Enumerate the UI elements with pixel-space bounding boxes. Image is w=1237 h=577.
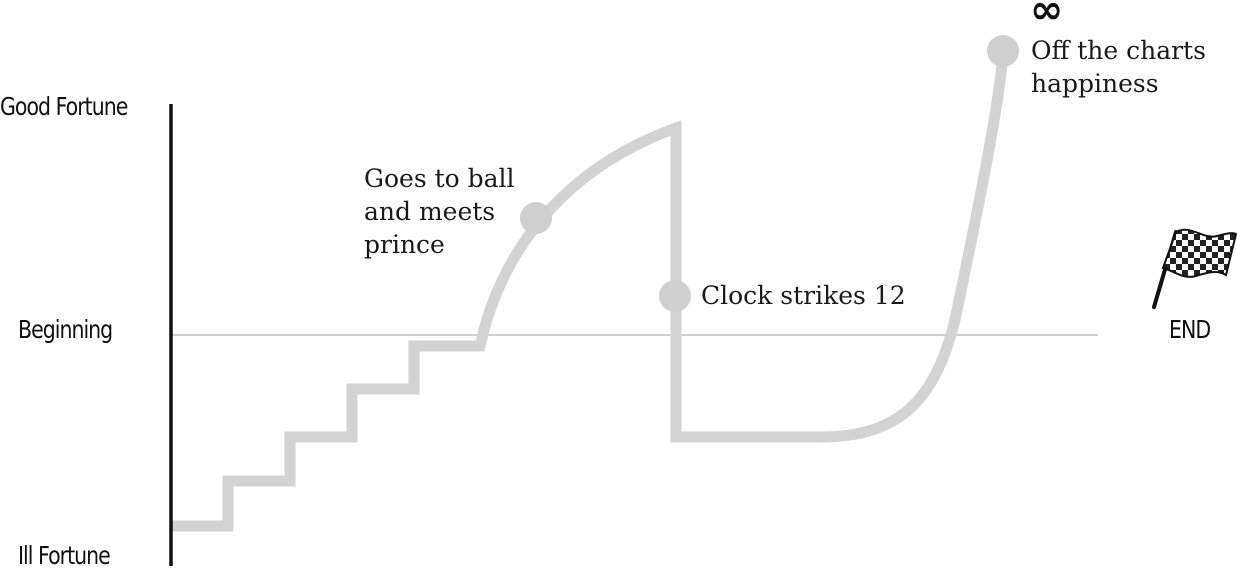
clock-marker (659, 280, 691, 312)
infinity-symbol: ∞ (1030, 0, 1064, 33)
checkered-flag-icon (1152, 228, 1237, 309)
clock-annotation: Clock strikes 12 (701, 281, 906, 310)
ill-fortune-label: Ill Fortune (18, 541, 111, 570)
story-line (172, 51, 1009, 532)
ball-marker (520, 202, 552, 234)
happiness-annotation: Off the charts happiness (1031, 36, 1206, 98)
ball-annotation: Goes to ball and meets prince (364, 164, 515, 259)
end-label: END (1169, 315, 1211, 344)
happiness-marker (987, 35, 1019, 67)
good-fortune-label: Good Fortune (0, 92, 128, 121)
beginning-label: Beginning (18, 315, 113, 344)
